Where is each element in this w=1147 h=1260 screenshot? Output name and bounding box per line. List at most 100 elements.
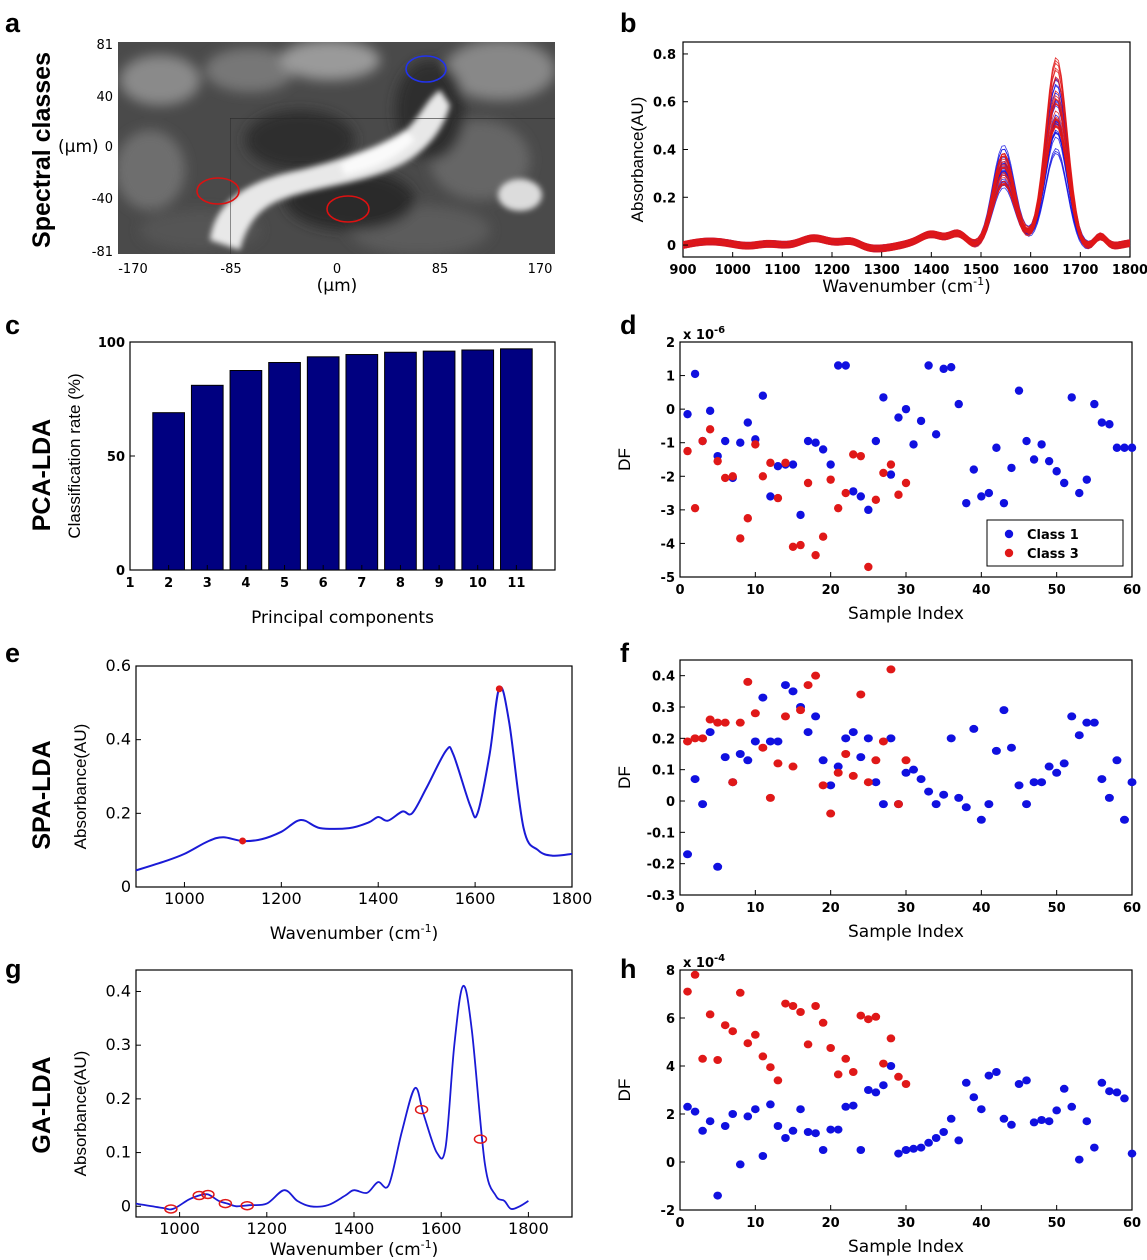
x-tick-label: 1800 <box>1112 263 1147 278</box>
x-tick-label: 1300 <box>864 263 900 278</box>
panel-a-xtick: 0 <box>333 262 341 277</box>
scatter-point-class3 <box>818 781 828 790</box>
plot-frame-g <box>135 969 573 1218</box>
scatter-point-class3 <box>713 456 722 466</box>
scatter-point-class1 <box>1090 1143 1099 1152</box>
spectrum-line-class1 <box>682 147 1131 251</box>
x-tick-label: 3 <box>203 576 212 591</box>
scatter-point-class3 <box>720 718 730 727</box>
scatter-point-class1 <box>841 734 851 743</box>
scatter-point-class1 <box>1097 775 1107 784</box>
y-tick-label: 0.4 <box>106 730 131 749</box>
legend-marker-class1 <box>1004 529 1014 539</box>
scatter-point-class1 <box>811 712 821 721</box>
scatter-point-class3 <box>781 458 790 468</box>
scatter-point-class1 <box>863 734 873 743</box>
row-label-spectral-classes: Spectral classes <box>28 52 56 248</box>
scatter-point-class1 <box>735 1160 745 1169</box>
scatter-point-class1 <box>841 1102 851 1111</box>
scatter-point-class1 <box>1089 718 1099 727</box>
y-tick-label: 0.6 <box>653 96 676 111</box>
scatter-point-class1 <box>758 693 768 702</box>
scatter-point-class3 <box>690 503 700 513</box>
scatter-point-class1 <box>954 1136 964 1145</box>
x-tick-label: 0 <box>675 1216 684 1231</box>
scatter-point-class3 <box>766 1063 775 1072</box>
spectrum-line-class3 <box>682 78 1131 251</box>
row-label-spa-lda: SPA-LDA <box>28 740 56 849</box>
scatter-point-class1 <box>1127 1149 1137 1158</box>
x-tick-label: 10 <box>469 576 487 591</box>
scatter-point-class1 <box>690 1107 700 1116</box>
y-tick-label: 0 <box>666 403 675 418</box>
scatter-point-class1 <box>856 1146 866 1154</box>
scatter-point-class1 <box>728 1110 738 1118</box>
scatter-point-class3 <box>901 1080 911 1088</box>
scatter-point-class1 <box>962 498 971 508</box>
x-tick-label: 11 <box>507 576 525 591</box>
scatter-point-class3 <box>683 987 692 996</box>
x-tick-label: 0 <box>675 901 684 916</box>
scatter-point-class1 <box>984 1071 994 1080</box>
x-tick-label: 1700 <box>1062 263 1098 278</box>
spectrum-line-class3 <box>682 119 1131 247</box>
scatter-point-class1 <box>999 1114 1009 1123</box>
panel-letter-a: a <box>5 8 21 38</box>
panel-letter-g: g <box>5 954 22 984</box>
x-tick-label: 40 <box>972 1216 990 1231</box>
x-tick-label: 20 <box>822 583 840 598</box>
scatter-point-class1 <box>946 734 956 743</box>
scatter-point-class1 <box>864 1086 873 1094</box>
scatter-point-class1 <box>1022 800 1032 809</box>
x-tick-label: 900 <box>669 263 696 278</box>
red-region-circle-left <box>196 177 240 205</box>
scatter-point-class3 <box>743 514 752 523</box>
spectrum-line-class3 <box>682 97 1131 246</box>
bar-pc-6 <box>306 356 340 571</box>
x-tick-label: 60 <box>1123 583 1141 598</box>
scatter-point-class1 <box>1074 1155 1084 1164</box>
mean-spectrum-line <box>135 985 529 1211</box>
y-tick-label: 0.3 <box>652 701 675 716</box>
scatter-point-class1 <box>991 746 1001 755</box>
scatter-point-class1 <box>743 1112 753 1121</box>
scatter-point-class1 <box>976 815 986 824</box>
scatter-point-class3 <box>743 1039 753 1048</box>
scatter-point-class1 <box>1082 1117 1092 1126</box>
scatter-point-class3 <box>728 778 738 787</box>
scatter-point-class1 <box>1059 759 1069 768</box>
y-tick-label: 6 <box>666 1012 675 1027</box>
panel-letter-f: f <box>620 638 630 668</box>
scatter-point-class3 <box>788 542 798 551</box>
scatter-point-class1 <box>916 1143 926 1152</box>
x-tick-label: 20 <box>822 1216 840 1231</box>
x-tick-label: 4 <box>241 576 250 591</box>
scatter-point-class1 <box>766 1100 775 1109</box>
y-tick-label: 0.4 <box>653 144 676 159</box>
y-tick-label: 2 <box>666 1108 675 1123</box>
scatter-point-class3 <box>721 473 730 483</box>
scatter-point-class3 <box>683 737 693 746</box>
scatter-point-class1 <box>1014 781 1024 790</box>
scatter-point-class1 <box>721 436 730 446</box>
scatter-point-class3 <box>720 1021 730 1030</box>
red-region-circle-center <box>326 195 370 223</box>
x-tick-label: 30 <box>897 1216 915 1231</box>
panel-a-ytick: 81 <box>96 38 113 53</box>
scatter-point-class1 <box>909 765 919 774</box>
scatter-point-class3 <box>878 737 888 746</box>
x-tick-label: 1500 <box>963 263 999 278</box>
scatter-point-class1 <box>864 505 873 515</box>
scatter-point-class3 <box>864 1015 873 1024</box>
panel-letter-h: h <box>620 954 637 984</box>
panel-letter-b: b <box>620 8 637 38</box>
scatter-point-class1 <box>1119 815 1129 824</box>
bar-pc-4 <box>229 370 263 571</box>
y-tick-label: 4 <box>666 1060 675 1075</box>
scatter-point-class3 <box>811 1002 820 1010</box>
scatter-point-class3 <box>758 1052 768 1061</box>
scatter-point-class1 <box>931 800 941 809</box>
scatter-point-class3 <box>803 478 813 488</box>
scatter-point-class3 <box>735 718 745 727</box>
scatter-point-class1 <box>1104 793 1114 802</box>
